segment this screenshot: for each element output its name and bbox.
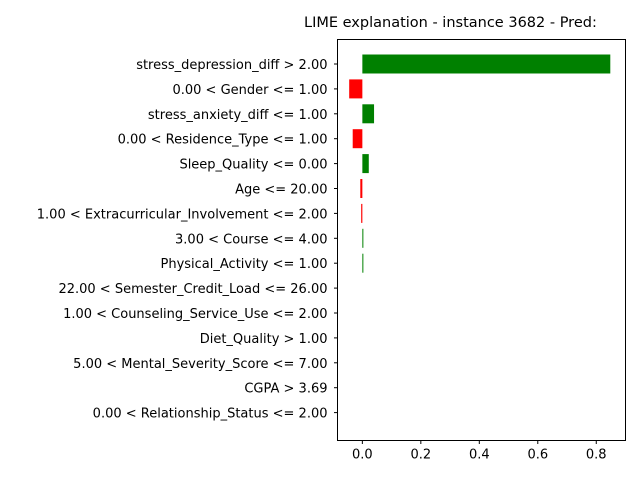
x-tick-label: 0.6 [527, 448, 548, 463]
x-tick-label: 0.2 [410, 448, 431, 463]
bar [362, 54, 611, 74]
bar [352, 129, 363, 149]
bar [361, 203, 363, 223]
y-tick-label: 5.00 < Mental_Severity_Score <= 7.00 [73, 357, 327, 372]
chart-title: LIME explanation - instance 3682 - Pred: [304, 15, 597, 31]
x-axis: 0.0 0.2 0.4 0.6 0.8 [352, 440, 607, 463]
bar [360, 179, 363, 198]
bars-group [349, 54, 611, 273]
bar [349, 79, 363, 99]
y-tick-label: 1.00 < Extracurricular_Involvement <= 2.… [37, 207, 328, 222]
x-tick-label: 0.8 [586, 448, 607, 463]
x-tick-label: 0.4 [469, 448, 490, 463]
bar [362, 154, 369, 174]
y-tick-label: Age <= 20.00 [235, 183, 327, 198]
y-tick-label: stress_depression_diff > 2.00 [136, 58, 327, 73]
y-tick-label: 0.00 < Relationship_Status <= 2.00 [93, 407, 328, 422]
y-tick-label: stress_anxiety_diff <= 1.00 [148, 108, 328, 123]
y-tick-label: Sleep_Quality <= 0.00 [179, 158, 327, 173]
y-tick-label: 22.00 < Semester_Credit_Load <= 26.00 [58, 282, 327, 297]
y-tick-label: Diet_Quality > 1.00 [200, 332, 328, 347]
y-tick-label: CGPA > 3.69 [244, 382, 327, 397]
bar [362, 253, 364, 273]
y-tick-label: 3.00 < Course <= 4.00 [175, 232, 327, 247]
bar [362, 228, 364, 248]
y-tick-label: Physical_Activity <= 1.00 [161, 257, 328, 272]
x-tick-label: 0.0 [352, 448, 373, 463]
y-tick-label: 0.00 < Gender <= 1.00 [172, 83, 327, 98]
y-tick-label: 1.00 < Counseling_Service_Use <= 2.00 [63, 307, 327, 322]
y-axis: stress_depression_diff > 2.00 0.00 < Gend… [37, 58, 338, 422]
plot-area-frame [337, 39, 626, 441]
bar [362, 104, 375, 124]
y-tick-label: 0.00 < Residence_Type <= 1.00 [118, 133, 328, 148]
